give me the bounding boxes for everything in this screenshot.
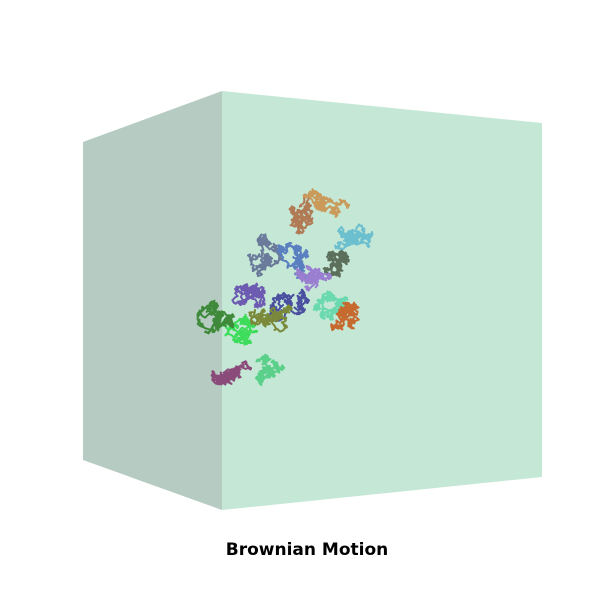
walk-path [302, 188, 351, 218]
walk-path [231, 282, 266, 309]
caption: Brownian Motion [226, 540, 388, 560]
walk-path [294, 265, 332, 292]
walk-path [312, 290, 349, 321]
walk-path [255, 353, 286, 387]
cube-front-face [222, 91, 542, 510]
walk-path [273, 241, 310, 279]
walk-path [196, 299, 235, 335]
walk-path [330, 301, 360, 332]
walk-path [247, 233, 283, 278]
walks [196, 188, 374, 387]
cube-left-face [83, 91, 222, 510]
walk-path [248, 304, 293, 333]
walk-path [210, 360, 253, 386]
walk-path [334, 223, 374, 251]
walk-path [288, 193, 314, 235]
